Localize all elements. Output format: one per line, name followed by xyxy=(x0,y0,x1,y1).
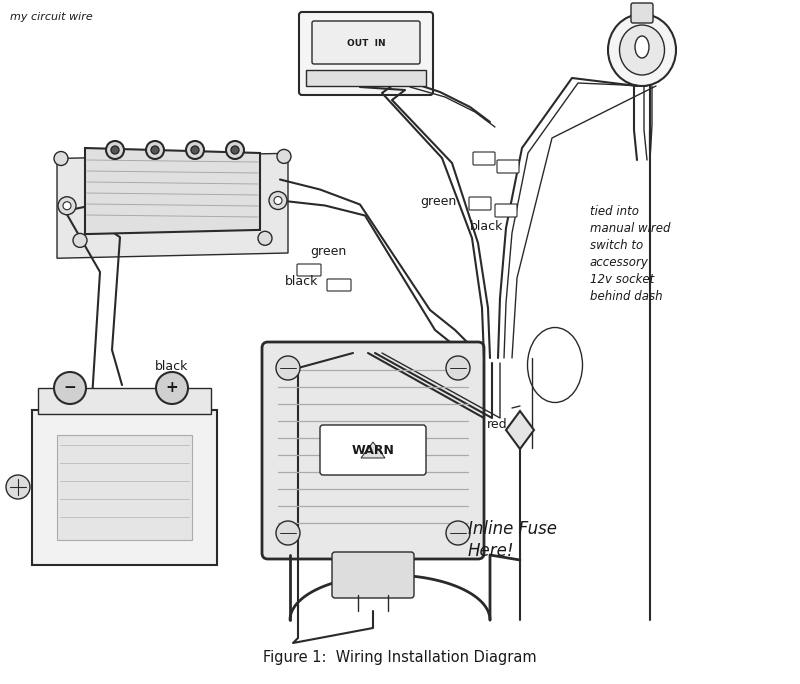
FancyBboxPatch shape xyxy=(320,425,426,475)
Text: red: red xyxy=(487,418,508,431)
FancyBboxPatch shape xyxy=(297,264,321,276)
Circle shape xyxy=(276,356,300,380)
Text: black: black xyxy=(155,360,188,373)
Circle shape xyxy=(274,196,282,205)
Text: WARN: WARN xyxy=(351,443,394,456)
Bar xyxy=(57,435,192,540)
Polygon shape xyxy=(57,153,288,259)
FancyBboxPatch shape xyxy=(299,12,433,95)
Text: black: black xyxy=(470,220,503,233)
Circle shape xyxy=(73,233,87,248)
Bar xyxy=(32,410,217,565)
Text: Inline Fuse
Here!: Inline Fuse Here! xyxy=(468,520,557,560)
Circle shape xyxy=(146,141,164,159)
Circle shape xyxy=(63,202,71,210)
Bar xyxy=(38,388,211,414)
Polygon shape xyxy=(506,411,534,449)
FancyBboxPatch shape xyxy=(469,197,491,210)
Circle shape xyxy=(151,146,159,154)
FancyBboxPatch shape xyxy=(473,152,495,165)
Circle shape xyxy=(446,521,470,545)
Circle shape xyxy=(258,231,272,246)
Circle shape xyxy=(231,146,239,154)
Circle shape xyxy=(446,356,470,380)
Circle shape xyxy=(111,146,119,154)
Circle shape xyxy=(54,372,86,404)
Text: my circuit wire: my circuit wire xyxy=(10,12,93,22)
Text: tied into
manual wired
switch to
accessory
12v socket
behind dash: tied into manual wired switch to accesso… xyxy=(590,205,670,303)
Circle shape xyxy=(637,8,647,18)
FancyBboxPatch shape xyxy=(332,552,414,598)
Ellipse shape xyxy=(635,36,649,58)
Polygon shape xyxy=(361,442,385,458)
Text: −: − xyxy=(64,380,76,395)
Polygon shape xyxy=(85,148,260,234)
FancyBboxPatch shape xyxy=(306,70,426,86)
Circle shape xyxy=(269,192,287,209)
Circle shape xyxy=(277,149,291,163)
Circle shape xyxy=(156,372,188,404)
Circle shape xyxy=(276,521,300,545)
FancyBboxPatch shape xyxy=(497,160,519,173)
FancyBboxPatch shape xyxy=(262,342,484,559)
FancyBboxPatch shape xyxy=(327,279,351,291)
Text: Figure 1:  Wiring Installation Diagram: Figure 1: Wiring Installation Diagram xyxy=(263,650,537,665)
Circle shape xyxy=(6,475,30,499)
FancyBboxPatch shape xyxy=(631,3,653,23)
Circle shape xyxy=(106,141,124,159)
Text: green: green xyxy=(420,195,456,208)
FancyBboxPatch shape xyxy=(312,21,420,64)
Ellipse shape xyxy=(619,25,665,75)
Circle shape xyxy=(191,146,199,154)
Circle shape xyxy=(186,141,204,159)
Circle shape xyxy=(54,151,68,166)
Ellipse shape xyxy=(608,14,676,86)
Circle shape xyxy=(58,197,76,215)
Circle shape xyxy=(226,141,244,159)
Text: OUT  IN: OUT IN xyxy=(346,38,386,47)
Text: +: + xyxy=(166,380,178,395)
Text: black: black xyxy=(285,275,318,288)
FancyBboxPatch shape xyxy=(495,204,517,217)
Text: green: green xyxy=(310,245,346,258)
